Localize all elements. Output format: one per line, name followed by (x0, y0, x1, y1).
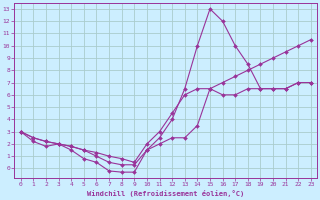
X-axis label: Windchill (Refroidissement éolien,°C): Windchill (Refroidissement éolien,°C) (87, 190, 244, 197)
